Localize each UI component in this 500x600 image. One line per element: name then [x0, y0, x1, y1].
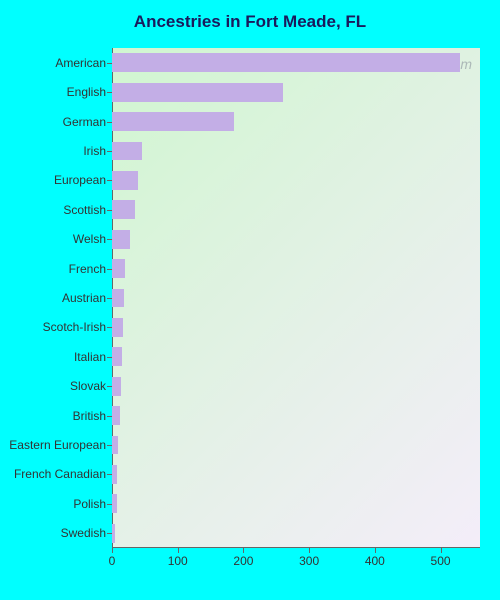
bar [112, 524, 115, 543]
bar-row: Italian [112, 342, 480, 371]
y-tick [107, 298, 112, 299]
y-tick [107, 180, 112, 181]
plot-area: City-Data.com AmericanEnglishGermanIrish… [112, 48, 480, 548]
bar-row: American [112, 48, 480, 77]
y-tick [107, 504, 112, 505]
y-tick [107, 416, 112, 417]
y-tick [107, 63, 112, 64]
y-axis-label: French [69, 262, 112, 276]
bar [112, 347, 122, 366]
bar-row: Scotch-Irish [112, 313, 480, 342]
bar [112, 200, 135, 219]
y-tick [107, 386, 112, 387]
y-tick [107, 92, 112, 93]
x-tick [441, 548, 442, 553]
y-tick [107, 210, 112, 211]
y-axis-label: Slovak [70, 379, 112, 393]
bar-row: Eastern European [112, 430, 480, 459]
y-tick [107, 151, 112, 152]
y-tick [107, 445, 112, 446]
bar-row: German [112, 107, 480, 136]
bar [112, 318, 123, 337]
bar-row: French Canadian [112, 460, 480, 489]
bar [112, 259, 125, 278]
y-axis-label: Scotch-Irish [43, 320, 112, 334]
x-tick [112, 548, 113, 553]
bar [112, 436, 118, 455]
bar-row: Scottish [112, 195, 480, 224]
y-tick [107, 327, 112, 328]
bar [112, 406, 120, 425]
y-tick [107, 122, 112, 123]
x-tick [178, 548, 179, 553]
bar [112, 465, 117, 484]
bar [112, 83, 283, 102]
bar [112, 142, 142, 161]
bar-row: Swedish [112, 519, 480, 548]
bar-row: European [112, 166, 480, 195]
y-axis-label: Eastern European [9, 438, 112, 452]
y-axis-label: Scottish [63, 203, 112, 217]
bar-row: English [112, 77, 480, 106]
y-axis-label: European [54, 173, 112, 187]
bar [112, 494, 117, 513]
y-axis-label: German [63, 115, 112, 129]
bars-layer: AmericanEnglishGermanIrishEuropeanScotti… [112, 48, 480, 548]
y-axis-label: Swedish [61, 526, 112, 540]
x-tick [309, 548, 310, 553]
y-axis-label: American [55, 56, 112, 70]
bar-row: Irish [112, 136, 480, 165]
bar-row: Austrian [112, 283, 480, 312]
bar [112, 230, 130, 249]
bar-row: French [112, 254, 480, 283]
x-tick [375, 548, 376, 553]
y-axis-label: French Canadian [14, 467, 112, 481]
bar-row: Slovak [112, 372, 480, 401]
x-tick [243, 548, 244, 553]
bar-row: Welsh [112, 224, 480, 253]
chart-container: Ancestries in Fort Meade, FL City-Data.c… [0, 0, 500, 600]
y-tick [107, 474, 112, 475]
y-tick [107, 357, 112, 358]
bar [112, 112, 234, 131]
y-axis-label: English [67, 85, 112, 99]
bar-row: British [112, 401, 480, 430]
bar [112, 289, 124, 308]
bar [112, 53, 460, 72]
bar [112, 171, 138, 190]
y-tick [107, 269, 112, 270]
chart-title: Ancestries in Fort Meade, FL [0, 12, 500, 32]
bar [112, 377, 121, 396]
y-tick [107, 239, 112, 240]
bar-row: Polish [112, 489, 480, 518]
y-axis-label: Austrian [62, 291, 112, 305]
y-tick [107, 533, 112, 534]
